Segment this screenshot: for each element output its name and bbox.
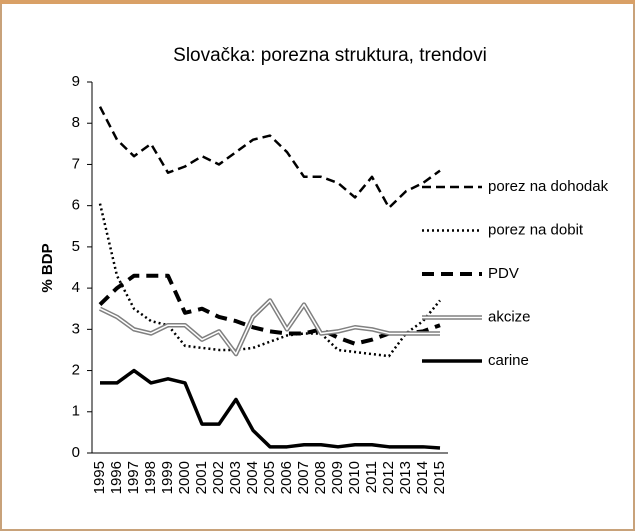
legend-label: porez na dohodak (488, 178, 609, 195)
y-tick-label: 6 (72, 197, 80, 214)
x-tick-label: 2001 (193, 461, 210, 494)
x-tick-label: 2007 (295, 461, 312, 494)
x-tick-label: 2006 (278, 461, 295, 494)
x-tick-label: 2005 (261, 461, 278, 494)
y-tick-label: 8 (72, 114, 80, 131)
series-line (100, 368, 441, 450)
x-tick-label: 1996 (108, 461, 125, 494)
x-tick-label: 1997 (125, 461, 142, 494)
x-tick-label: 2015 (431, 461, 448, 494)
y-tick-label: 9 (72, 73, 80, 90)
y-tick-label: 7 (72, 155, 80, 172)
x-tick-label: 2002 (210, 461, 227, 494)
series-line (99, 299, 440, 355)
x-tick-label: 2011 (363, 461, 380, 493)
x-tick-label: 1995 (91, 461, 108, 494)
series-line (98, 106, 441, 209)
legend-label: PDV (488, 265, 519, 282)
y-tick-label: 4 (72, 279, 80, 296)
y-tick-label: 2 (72, 362, 80, 379)
legend-label: akcize (488, 308, 531, 325)
x-tick-label: 2000 (176, 461, 193, 494)
series-line (98, 273, 441, 346)
x-tick-label: 2012 (380, 461, 397, 494)
x-tick-label: 2004 (244, 461, 261, 494)
x-tick-label: 2003 (227, 461, 244, 494)
x-tick-label: 2013 (397, 461, 414, 494)
top-border (0, 0, 635, 4)
y-tick-label: 0 (72, 444, 80, 461)
y-tick-label: 3 (72, 320, 80, 337)
x-tick-label: 2009 (329, 461, 346, 494)
y-tick-label: 5 (72, 238, 80, 255)
x-tick-label: 1999 (159, 461, 176, 494)
x-tick-label: 2014 (414, 461, 431, 494)
legend-label: carine (488, 352, 529, 369)
x-tick-label: 2010 (346, 461, 363, 494)
x-tick-label: 2008 (312, 461, 329, 494)
x-tick-label: 1998 (142, 461, 159, 494)
y-tick-label: 1 (72, 403, 80, 420)
y-axis-label: % BDP (39, 243, 56, 292)
chart-title: Slovačka: porezna struktura, trendovi (173, 45, 487, 66)
legend-label: porez na dobit (488, 221, 584, 238)
